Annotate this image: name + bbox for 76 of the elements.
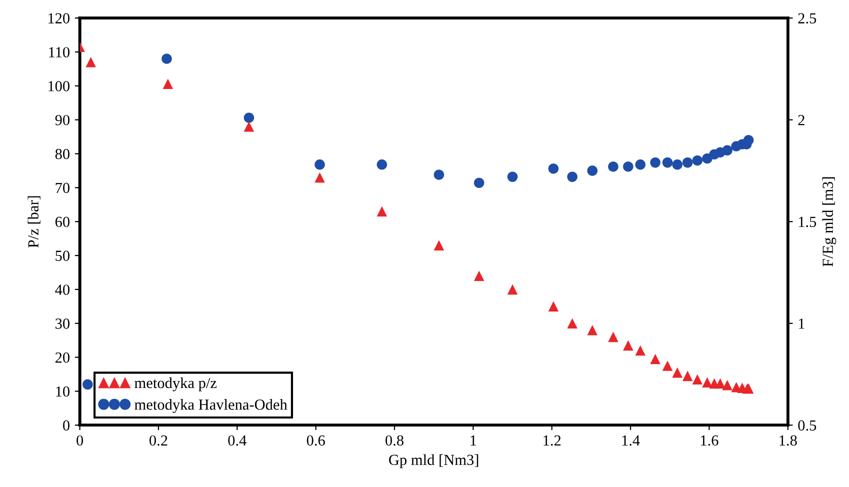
point xyxy=(474,270,484,282)
y-tick-label: 10 xyxy=(56,386,70,397)
x-tick-label: 1.4 xyxy=(622,435,640,446)
point xyxy=(635,159,646,170)
point xyxy=(623,161,634,172)
x-tick-label: 0.4 xyxy=(228,435,246,446)
point xyxy=(692,155,703,166)
point xyxy=(672,159,682,170)
y-tick-label: 110 xyxy=(49,47,70,58)
y-tick-label: 40 xyxy=(55,284,70,295)
point xyxy=(722,380,732,390)
point xyxy=(692,374,703,384)
point xyxy=(672,367,682,378)
point xyxy=(682,157,693,168)
point xyxy=(507,284,518,295)
point xyxy=(376,159,388,170)
point xyxy=(434,240,444,250)
y2-tick-label: 2.5 xyxy=(798,13,816,24)
point xyxy=(715,378,726,389)
point xyxy=(548,301,559,312)
y-tick-label: 20 xyxy=(55,352,70,363)
point xyxy=(722,145,732,156)
point xyxy=(314,172,325,183)
point xyxy=(548,164,559,174)
y2-tick-label: 1.5 xyxy=(798,216,816,228)
y-tick-label: 90 xyxy=(55,114,70,126)
y2-tick-label: 0.5 xyxy=(798,420,816,431)
point xyxy=(474,178,484,188)
point xyxy=(650,157,660,168)
x-tick-label: 1 xyxy=(470,435,476,446)
point xyxy=(682,370,693,382)
point xyxy=(702,377,712,388)
y-tick-label: 0 xyxy=(63,420,70,431)
x-tick-label: 1.6 xyxy=(700,435,718,446)
point xyxy=(162,78,174,89)
point xyxy=(587,325,598,336)
x-tick-label: 0.8 xyxy=(386,435,404,446)
x-tick-label: 0.6 xyxy=(306,435,325,446)
point xyxy=(244,121,254,132)
y2-tick-label: 2 xyxy=(798,114,804,126)
y2-tick-label: 1 xyxy=(798,318,804,329)
legend-label: metodyka Havlena-Odeh xyxy=(134,399,288,413)
point xyxy=(623,340,634,351)
y2-axis-title: F/Eg mld [m3] xyxy=(822,177,836,267)
x-tick-label: 1.8 xyxy=(780,435,797,446)
x-axis-title: Gp mld [Nm3] xyxy=(389,454,478,468)
x-tick-label: 1.2 xyxy=(544,435,561,446)
point xyxy=(314,159,325,170)
y-tick-label: 50 xyxy=(56,250,70,261)
point xyxy=(662,360,673,371)
point xyxy=(162,54,172,64)
y-tick-label: 60 xyxy=(55,216,70,228)
x-tick-label: 0 xyxy=(76,435,84,446)
point xyxy=(82,379,93,390)
point xyxy=(635,345,646,356)
x-tick-label: 0.2 xyxy=(150,435,168,446)
y-tick-label: 70 xyxy=(56,182,70,194)
point xyxy=(743,135,754,146)
point xyxy=(434,170,444,180)
point xyxy=(608,161,618,172)
y-tick-label: 80 xyxy=(55,148,70,160)
y-axis-title: P/z [bar] xyxy=(28,196,40,248)
point xyxy=(244,112,254,123)
y-tick-label: 120 xyxy=(48,13,70,24)
point xyxy=(662,157,673,168)
point xyxy=(567,318,578,329)
y-tick-label: 100 xyxy=(48,81,70,92)
y-tick-label: 30 xyxy=(56,318,70,329)
point xyxy=(86,56,96,68)
point xyxy=(587,166,598,176)
point xyxy=(650,354,660,364)
point xyxy=(507,172,518,182)
point xyxy=(376,206,388,217)
legend-label: metodyka p/z xyxy=(134,377,217,392)
point xyxy=(608,332,618,342)
point xyxy=(567,172,578,182)
